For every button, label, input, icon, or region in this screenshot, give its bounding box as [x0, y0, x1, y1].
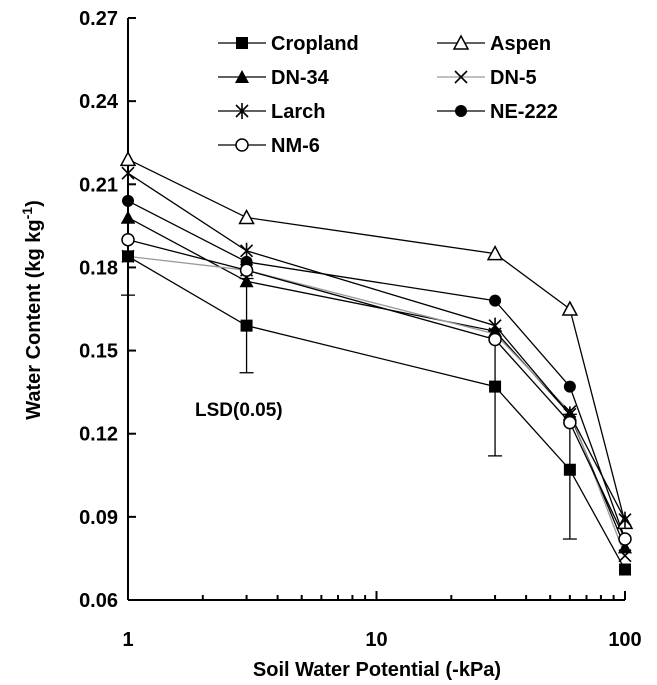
data-point: [240, 319, 253, 332]
y-tick-label: 0.27: [79, 8, 118, 30]
error-bars: [121, 222, 577, 540]
y-axis-title-main: Water Content (kg kg: [23, 219, 45, 419]
legend-marker: [452, 34, 470, 50]
data-point: [563, 380, 576, 393]
legend-label: Cropland: [271, 33, 359, 55]
legend-label: Larch: [271, 101, 325, 123]
legend-marker: [455, 105, 467, 117]
data-point: [489, 294, 502, 307]
data-point: [121, 249, 135, 263]
legend-marker: [235, 70, 249, 83]
series-line: [127, 200, 626, 540]
legend-label: NE-222: [490, 101, 558, 123]
legend-label: NM-6: [271, 135, 320, 157]
y-tick-label: 0.06: [79, 590, 118, 612]
lsd-annotation: LSD(0.05): [195, 400, 283, 421]
y-tick-label: 0.09: [79, 507, 118, 529]
data-point: [618, 511, 632, 528]
data-point: [486, 244, 504, 261]
data-point: [563, 463, 576, 476]
data-point: [563, 415, 577, 430]
y-tick-label: 0.24: [79, 91, 119, 113]
legend: Cropland Aspen DN-34 DN-5 Larch NE-222 NM-6: [218, 33, 558, 157]
x-tick-label: 1: [122, 629, 133, 651]
data-point: [121, 210, 135, 224]
axes: 0.06 0.09 0.12 0.15 0.18 0.21 0.24 0.27 1 10 100: [79, 8, 642, 651]
data-point: [121, 232, 135, 247]
legend-marker: [236, 37, 248, 49]
data-point: [239, 263, 254, 277]
y-tick-label: 0.15: [79, 341, 118, 363]
data-point: [239, 274, 254, 288]
data-point: [618, 549, 632, 563]
y-axis-title: Water Content (kg kg-1): [19, 200, 45, 420]
series-line: [127, 216, 626, 548]
data-point: [122, 194, 134, 207]
data-point: [488, 332, 502, 347]
data-point: [488, 317, 502, 334]
data-point: [489, 380, 502, 393]
y-axis-title-end: ): [23, 200, 45, 207]
legend-label: DN-5: [490, 67, 537, 89]
y-tick-label: 0.18: [79, 257, 118, 279]
series-layer: [119, 150, 634, 576]
series-line: [127, 158, 626, 523]
y-tick-label: 0.21: [79, 174, 118, 196]
data-point: [618, 532, 632, 546]
legend-marker: [454, 70, 468, 84]
x-axis-title: Soil Water Potential (-kPa): [253, 659, 501, 681]
data-point: [119, 150, 137, 167]
legend-label: DN-34: [271, 67, 330, 89]
series-line: [127, 172, 626, 520]
x-tick-label: 100: [608, 629, 641, 651]
data-point: [619, 563, 631, 576]
legend-marker: [235, 138, 249, 152]
y-axis-title-sup: -1: [19, 207, 35, 220]
y-tick-label: 0.12: [79, 424, 118, 446]
x-tick-label: 10: [365, 629, 387, 651]
series-line: [127, 239, 626, 540]
legend-marker: [235, 103, 249, 119]
data-point: [121, 165, 135, 182]
data-point: [618, 540, 632, 554]
data-point: [238, 208, 255, 225]
legend-label: Aspen: [490, 33, 551, 55]
data-point: [561, 300, 579, 316]
